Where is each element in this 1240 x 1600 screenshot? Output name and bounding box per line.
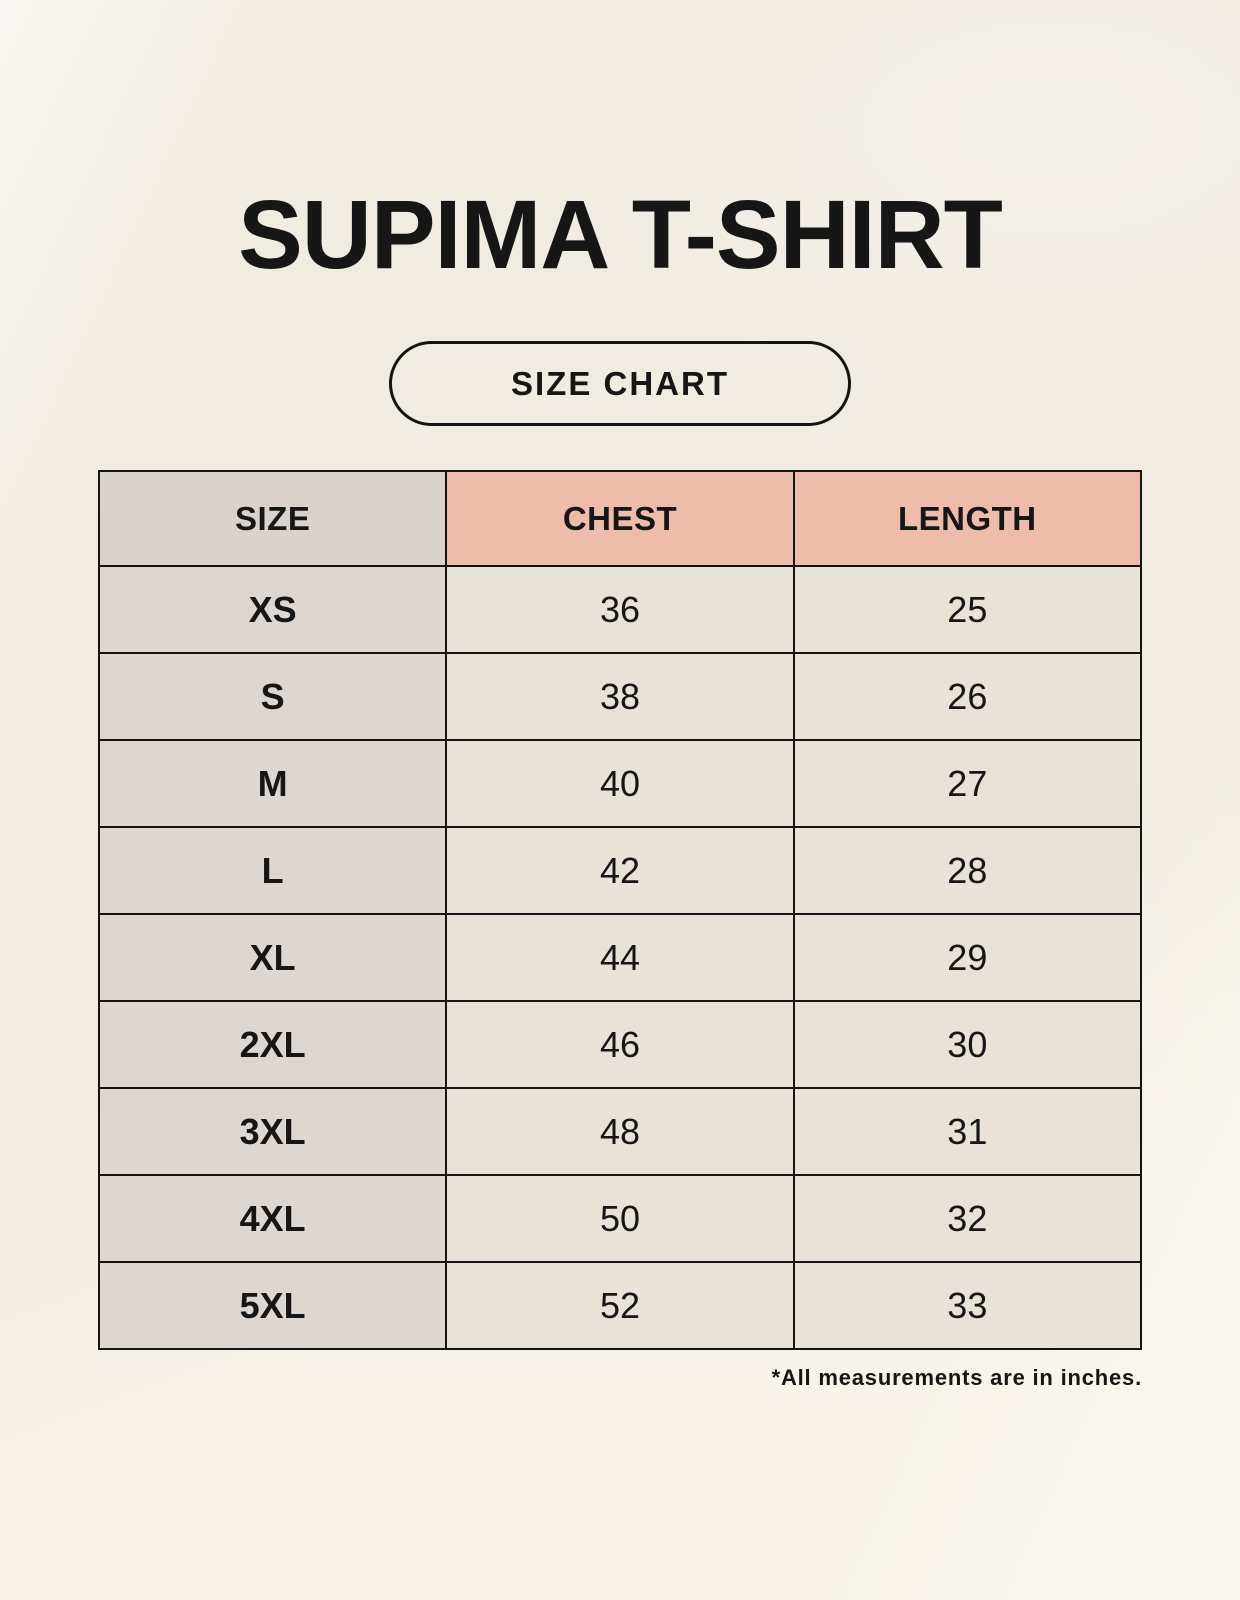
size-label: 3XL [97, 1087, 448, 1176]
size-row-3xl: 3XL 48 31 [97, 1087, 1143, 1176]
chest-value: 50 [445, 1174, 795, 1263]
chest-value: 38 [445, 652, 795, 741]
size-row-s: S 38 26 [97, 652, 1143, 741]
length-value: 26 [792, 652, 1143, 741]
size-label: 4XL [97, 1174, 448, 1263]
size-chart-button[interactable]: SIZE CHART [389, 341, 851, 426]
size-row-l: L 42 28 [97, 826, 1143, 915]
length-value: 30 [792, 1000, 1143, 1089]
size-row-m: M 40 27 [97, 739, 1143, 828]
measurement-units-footnote: *All measurements are in inches. [771, 1365, 1142, 1390]
size-label: XS [97, 565, 448, 654]
length-value: 32 [792, 1174, 1143, 1263]
size-label: M [97, 739, 448, 828]
column-header-chest: CHEST [445, 470, 795, 567]
size-label: 2XL [97, 1000, 448, 1089]
chest-value: 36 [445, 565, 795, 654]
chest-value: 44 [445, 913, 795, 1002]
size-row-2xl: 2XL 46 30 [97, 1000, 1143, 1089]
chest-value: 48 [445, 1087, 795, 1176]
chest-value: 42 [445, 826, 795, 915]
length-value: 25 [792, 565, 1143, 654]
page-title: SUPIMA T-SHIRT [238, 180, 1003, 289]
column-header-length: LENGTH [792, 470, 1143, 567]
length-value: 28 [792, 826, 1143, 915]
size-label: 5XL [97, 1261, 448, 1350]
size-table-container: SIZE CHEST LENGTH XS 36 25 S 38 26 M 40 27 L 42 28 XL 4… [97, 470, 1143, 1391]
size-row-xs: XS 36 25 [97, 565, 1143, 654]
size-row-4xl: 4XL 50 32 [97, 1174, 1143, 1263]
chest-value: 40 [445, 739, 795, 828]
size-label: L [97, 826, 448, 915]
size-row-xl: XL 44 29 [97, 913, 1143, 1002]
column-header-size: SIZE [97, 470, 448, 567]
size-row-5xl: 5XL 52 33 [97, 1261, 1143, 1350]
chest-value: 52 [445, 1261, 795, 1350]
chest-value: 46 [445, 1000, 795, 1089]
size-table: SIZE CHEST LENGTH XS 36 25 S 38 26 M 40 27 L 42 28 XL 4… [97, 470, 1143, 1350]
length-value: 31 [792, 1087, 1143, 1176]
size-label: S [97, 652, 448, 741]
length-value: 27 [792, 739, 1143, 828]
length-value: 33 [792, 1261, 1143, 1350]
size-label: XL [97, 913, 448, 1002]
length-value: 29 [792, 913, 1143, 1002]
size-table-body: XS 36 25 S 38 26 M 40 27 L 42 28 XL 44 29 2XL 46 30 3XL 48 3… [97, 565, 1143, 1350]
size-chart-button-container: SIZE CHART [0, 341, 1240, 426]
size-table-header: SIZE CHEST LENGTH [97, 470, 1143, 567]
header-row: SIZE CHEST LENGTH [97, 470, 1143, 567]
